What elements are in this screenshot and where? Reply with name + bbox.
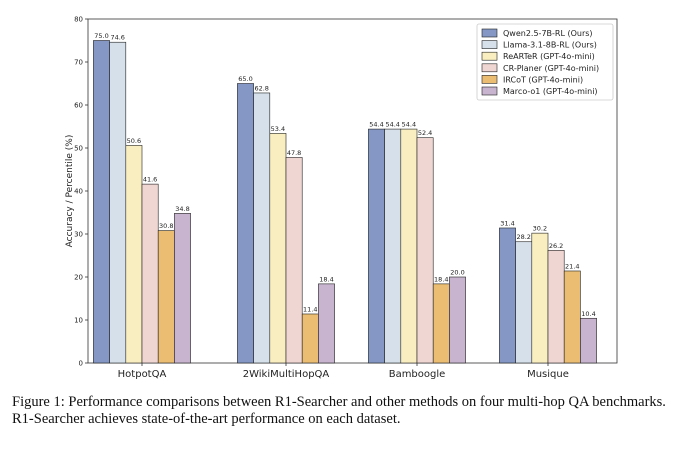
bar-value-label: 75.0: [94, 32, 108, 40]
y-tick-label: 80: [74, 16, 83, 24]
bar: [547, 250, 565, 364]
bar-value-label: 54.4: [402, 121, 416, 129]
x-tick-label: Bamboogle: [389, 369, 446, 380]
legend-swatch: [481, 28, 498, 38]
bar-value-label: 53.4: [271, 125, 285, 133]
bar-value-label: 54.4: [369, 121, 383, 129]
bar: [432, 283, 450, 364]
y-tick-label: 70: [74, 59, 83, 67]
legend-label: Marco-o1 (GPT-4o-mini): [503, 87, 598, 96]
bar: [125, 145, 143, 364]
bar: [301, 313, 319, 364]
bar-value-label: 34.8: [175, 205, 189, 213]
bar: [449, 276, 466, 364]
legend-box: [476, 23, 614, 101]
bar-value-label: 18.4: [434, 275, 448, 283]
bar-value-label: 62.8: [254, 84, 268, 92]
y-tick-label: 40: [74, 188, 83, 196]
bar-value-label: 28.2: [516, 233, 530, 241]
bar: [515, 241, 533, 364]
bar: [400, 128, 418, 364]
y-tick-label: 50: [74, 145, 83, 153]
bar-value-label: 10.4: [581, 310, 595, 318]
bar-value-label: 50.6: [127, 137, 141, 145]
bar-value-label: 31.4: [500, 219, 514, 227]
y-axis-label: Accuracy / Percentile (%): [65, 135, 75, 248]
bar: [109, 41, 127, 364]
bar: [174, 213, 191, 364]
bar: [157, 230, 175, 364]
bar-value-label: 47.8: [287, 149, 301, 157]
legend-label: IRCoT (GPT-4o-mini): [503, 75, 583, 84]
bar: [531, 232, 549, 364]
bar: [368, 128, 385, 364]
legend-swatch: [481, 63, 498, 73]
bar-value-label: 30.2: [533, 225, 547, 233]
legend-swatch: [481, 75, 498, 84]
y-tick-label: 60: [74, 102, 83, 110]
x-tick-label: 2WikiMultiHopQA: [243, 369, 330, 380]
bar-value-label: 74.6: [110, 34, 124, 42]
bar: [141, 183, 159, 364]
bar-value-label: 18.4: [319, 275, 333, 283]
bar-chart: 0 10 20 30 40 50 60 70 80 Accuracy / Percentile (…: [65, 16, 618, 380]
y-tick-label: 10: [74, 317, 83, 325]
legend-label: Qwen2.5-7B-RL (Ours): [503, 29, 593, 38]
bar-value-label: 52.4: [418, 129, 432, 137]
bar-value-label: 41.6: [143, 176, 157, 184]
bar: [237, 83, 254, 364]
legend-swatch: [481, 51, 498, 61]
bar: [253, 92, 271, 364]
bar: [93, 40, 110, 364]
bar: [580, 317, 597, 364]
bar: [318, 283, 335, 364]
bar-value-label: 20.0: [450, 269, 464, 277]
y-tick-label: 30: [74, 231, 83, 239]
bar-value-label: 26.2: [549, 242, 563, 250]
figure-caption: Figure 1: Performance comparisons betwee…: [12, 394, 666, 427]
bar: [416, 137, 434, 364]
bar-value-label: 65.0: [238, 75, 252, 83]
legend-label: CR-Planer (GPT-4o-mini): [503, 64, 599, 73]
y-tick-label: 20: [74, 274, 83, 282]
bar: [269, 133, 287, 364]
bar: [285, 157, 303, 364]
bar: [563, 270, 581, 364]
bar-value-label: 54.4: [385, 121, 399, 129]
y-tick-label: 0: [79, 360, 83, 368]
x-tick-label: Musique: [527, 369, 569, 380]
legend-label: Llama-3.1-8B-RL (Ours): [503, 41, 597, 50]
legend-label: ReARTeR (GPT-4o-mini): [503, 52, 595, 61]
bar-value-label: 11.4: [303, 305, 317, 313]
bar: [384, 128, 402, 364]
legend-swatch: [481, 86, 498, 96]
bar-value-label: 21.4: [565, 262, 579, 270]
chart-canvas: 0 10 20 30 40 50 60 70 80 Accuracy / Percentile (…: [65, 16, 618, 380]
bar: [499, 227, 516, 364]
bar-value-label: 30.8: [159, 222, 173, 230]
x-tick-label: HotpotQA: [118, 369, 167, 380]
legend-swatch: [481, 40, 498, 49]
